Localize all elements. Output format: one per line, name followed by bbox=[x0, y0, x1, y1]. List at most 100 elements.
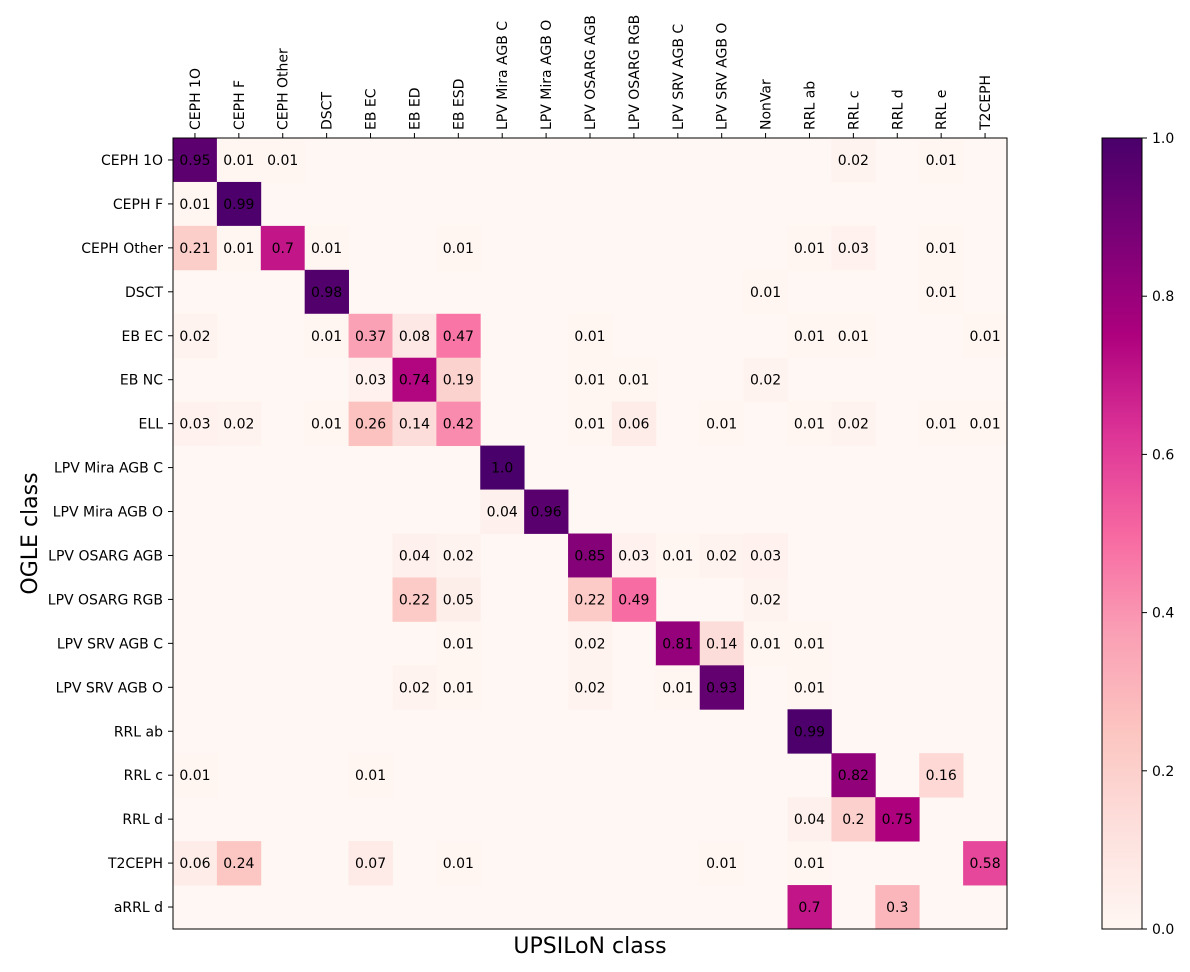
cell-value-label: 0.01 bbox=[267, 153, 298, 169]
y-tick-label: DSCT bbox=[125, 285, 163, 301]
cell-value-label: 0.22 bbox=[574, 592, 605, 608]
cell-value-label: 0.14 bbox=[706, 636, 737, 652]
cell-value-label: 0.04 bbox=[399, 548, 430, 564]
heatmap-cell bbox=[173, 181, 218, 227]
cell-value-label: 0.02 bbox=[574, 680, 605, 696]
colorbar-tick-label: 1.0 bbox=[1152, 131, 1174, 147]
cell-value-label: 0.01 bbox=[443, 636, 474, 652]
heatmap-cell bbox=[611, 357, 657, 403]
cell-value-label: 0.2 bbox=[842, 812, 864, 828]
x-tick-label: RRL ab bbox=[802, 81, 818, 130]
heatmap-cell bbox=[787, 665, 832, 710]
cell-value-label: 0.14 bbox=[399, 417, 430, 433]
heatmap-cell bbox=[831, 138, 876, 183]
y-tick-label: ELL bbox=[139, 417, 164, 433]
heatmap-cell bbox=[436, 401, 481, 447]
heatmap-cell bbox=[919, 225, 964, 271]
cell-value-label: 0.58 bbox=[969, 856, 1000, 872]
cell-value-label: 0.06 bbox=[179, 856, 210, 872]
cell-value-label: 0.01 bbox=[443, 680, 474, 696]
cell-value-label: 0.01 bbox=[574, 329, 605, 345]
cell-value-label: 0.04 bbox=[794, 812, 825, 828]
heatmap-cell bbox=[480, 489, 525, 534]
cell-value-label: 0.98 bbox=[311, 285, 342, 301]
cell-value-label: 0.01 bbox=[618, 373, 649, 389]
cell-value-label: 0.26 bbox=[355, 417, 386, 433]
heatmap-cell bbox=[436, 577, 481, 622]
cell-value-label: 0.01 bbox=[662, 680, 693, 696]
cell-value-label: 0.7 bbox=[798, 900, 820, 916]
cell-value-label: 0.04 bbox=[487, 505, 518, 521]
heatmap-cell bbox=[348, 401, 393, 447]
cell-value-label: 0.02 bbox=[443, 548, 474, 564]
cell-value-label: 0.75 bbox=[882, 812, 913, 828]
x-tick-label: LPV Mira AGB O bbox=[539, 20, 555, 130]
cell-value-label: 0.02 bbox=[223, 417, 254, 433]
heatmap-cell bbox=[787, 313, 832, 359]
cell-value-label: 0.01 bbox=[926, 417, 957, 433]
x-tick-label: RRL d bbox=[890, 89, 906, 130]
cell-value-label: 0.01 bbox=[355, 768, 386, 784]
x-tick-label: DSCT bbox=[320, 92, 336, 130]
heatmap-cell bbox=[173, 401, 218, 447]
cell-value-label: 0.03 bbox=[838, 241, 869, 257]
y-tick-label: LPV Mira AGB C bbox=[54, 461, 163, 477]
heatmap-cell bbox=[831, 313, 876, 359]
heatmap-cell bbox=[787, 797, 832, 842]
heatmap-cell bbox=[655, 665, 701, 710]
heatmap-cell bbox=[568, 533, 613, 578]
y-tick-label: CEPH F bbox=[113, 197, 163, 213]
cell-value-label: 0.01 bbox=[794, 241, 825, 257]
heatmap-cell bbox=[831, 753, 876, 798]
heatmap-cell bbox=[216, 225, 262, 271]
heatmap-cell bbox=[436, 225, 481, 271]
cell-value-label: 0.01 bbox=[223, 241, 254, 257]
cell-value-label: 0.37 bbox=[355, 329, 386, 345]
cell-value-label: 0.82 bbox=[838, 768, 869, 784]
cell-value-label: 0.95 bbox=[179, 153, 210, 169]
cell-value-label: 0.01 bbox=[750, 285, 781, 301]
colorbar-tick-label: 0.0 bbox=[1152, 922, 1174, 938]
heatmap-cell bbox=[655, 621, 701, 666]
heatmap-cell bbox=[436, 665, 481, 710]
cell-value-label: 0.02 bbox=[838, 153, 869, 169]
heatmap-cell bbox=[436, 841, 481, 886]
cell-value-label: 0.99 bbox=[794, 724, 825, 740]
cell-value-label: 0.01 bbox=[443, 856, 474, 872]
y-tick-label: CEPH 1O bbox=[101, 153, 163, 169]
cell-value-label: 0.01 bbox=[794, 417, 825, 433]
colorbar-tick-label: 0.8 bbox=[1152, 289, 1174, 305]
y-tick-label: RRL ab bbox=[114, 724, 163, 740]
heatmap-cell bbox=[480, 445, 525, 490]
heatmap-cell bbox=[611, 533, 657, 578]
cell-value-label: 0.24 bbox=[223, 856, 254, 872]
heatmap-cell bbox=[919, 269, 964, 315]
cell-value-label: 0.01 bbox=[443, 241, 474, 257]
heatmap-cell bbox=[568, 401, 613, 447]
cell-value-label: 0.47 bbox=[443, 329, 474, 345]
y-tick-label: RRL c bbox=[124, 768, 163, 784]
cell-value-label: 0.16 bbox=[926, 768, 957, 784]
heatmap-cell bbox=[392, 577, 437, 622]
heatmap-cell bbox=[348, 357, 393, 403]
x-tick-label: EB ED bbox=[407, 87, 423, 130]
heatmap-cell bbox=[436, 313, 481, 359]
x-tick-label: LPV SRV AGB C bbox=[671, 24, 687, 130]
heatmap-cell bbox=[304, 401, 349, 447]
heatmap-cell bbox=[524, 489, 569, 534]
x-tick-label: LPV SRV AGB O bbox=[715, 23, 731, 130]
heatmap-cell bbox=[699, 841, 745, 886]
y-tick-label: CEPH Other bbox=[81, 241, 163, 257]
x-tick-label: EB ESD bbox=[451, 79, 467, 130]
cell-value-label: 0.01 bbox=[179, 197, 210, 213]
heatmap-cell bbox=[831, 797, 876, 842]
colorbar-tick-label: 0.4 bbox=[1152, 606, 1174, 622]
x-tick-label: RRL e bbox=[934, 90, 950, 130]
heatmap-cell bbox=[173, 225, 218, 271]
cell-value-label: 0.01 bbox=[179, 768, 210, 784]
cell-value-label: 0.02 bbox=[399, 680, 430, 696]
heatmap-cell bbox=[304, 269, 349, 315]
cell-value-label: 0.02 bbox=[750, 592, 781, 608]
heatmap-cell bbox=[216, 181, 262, 227]
